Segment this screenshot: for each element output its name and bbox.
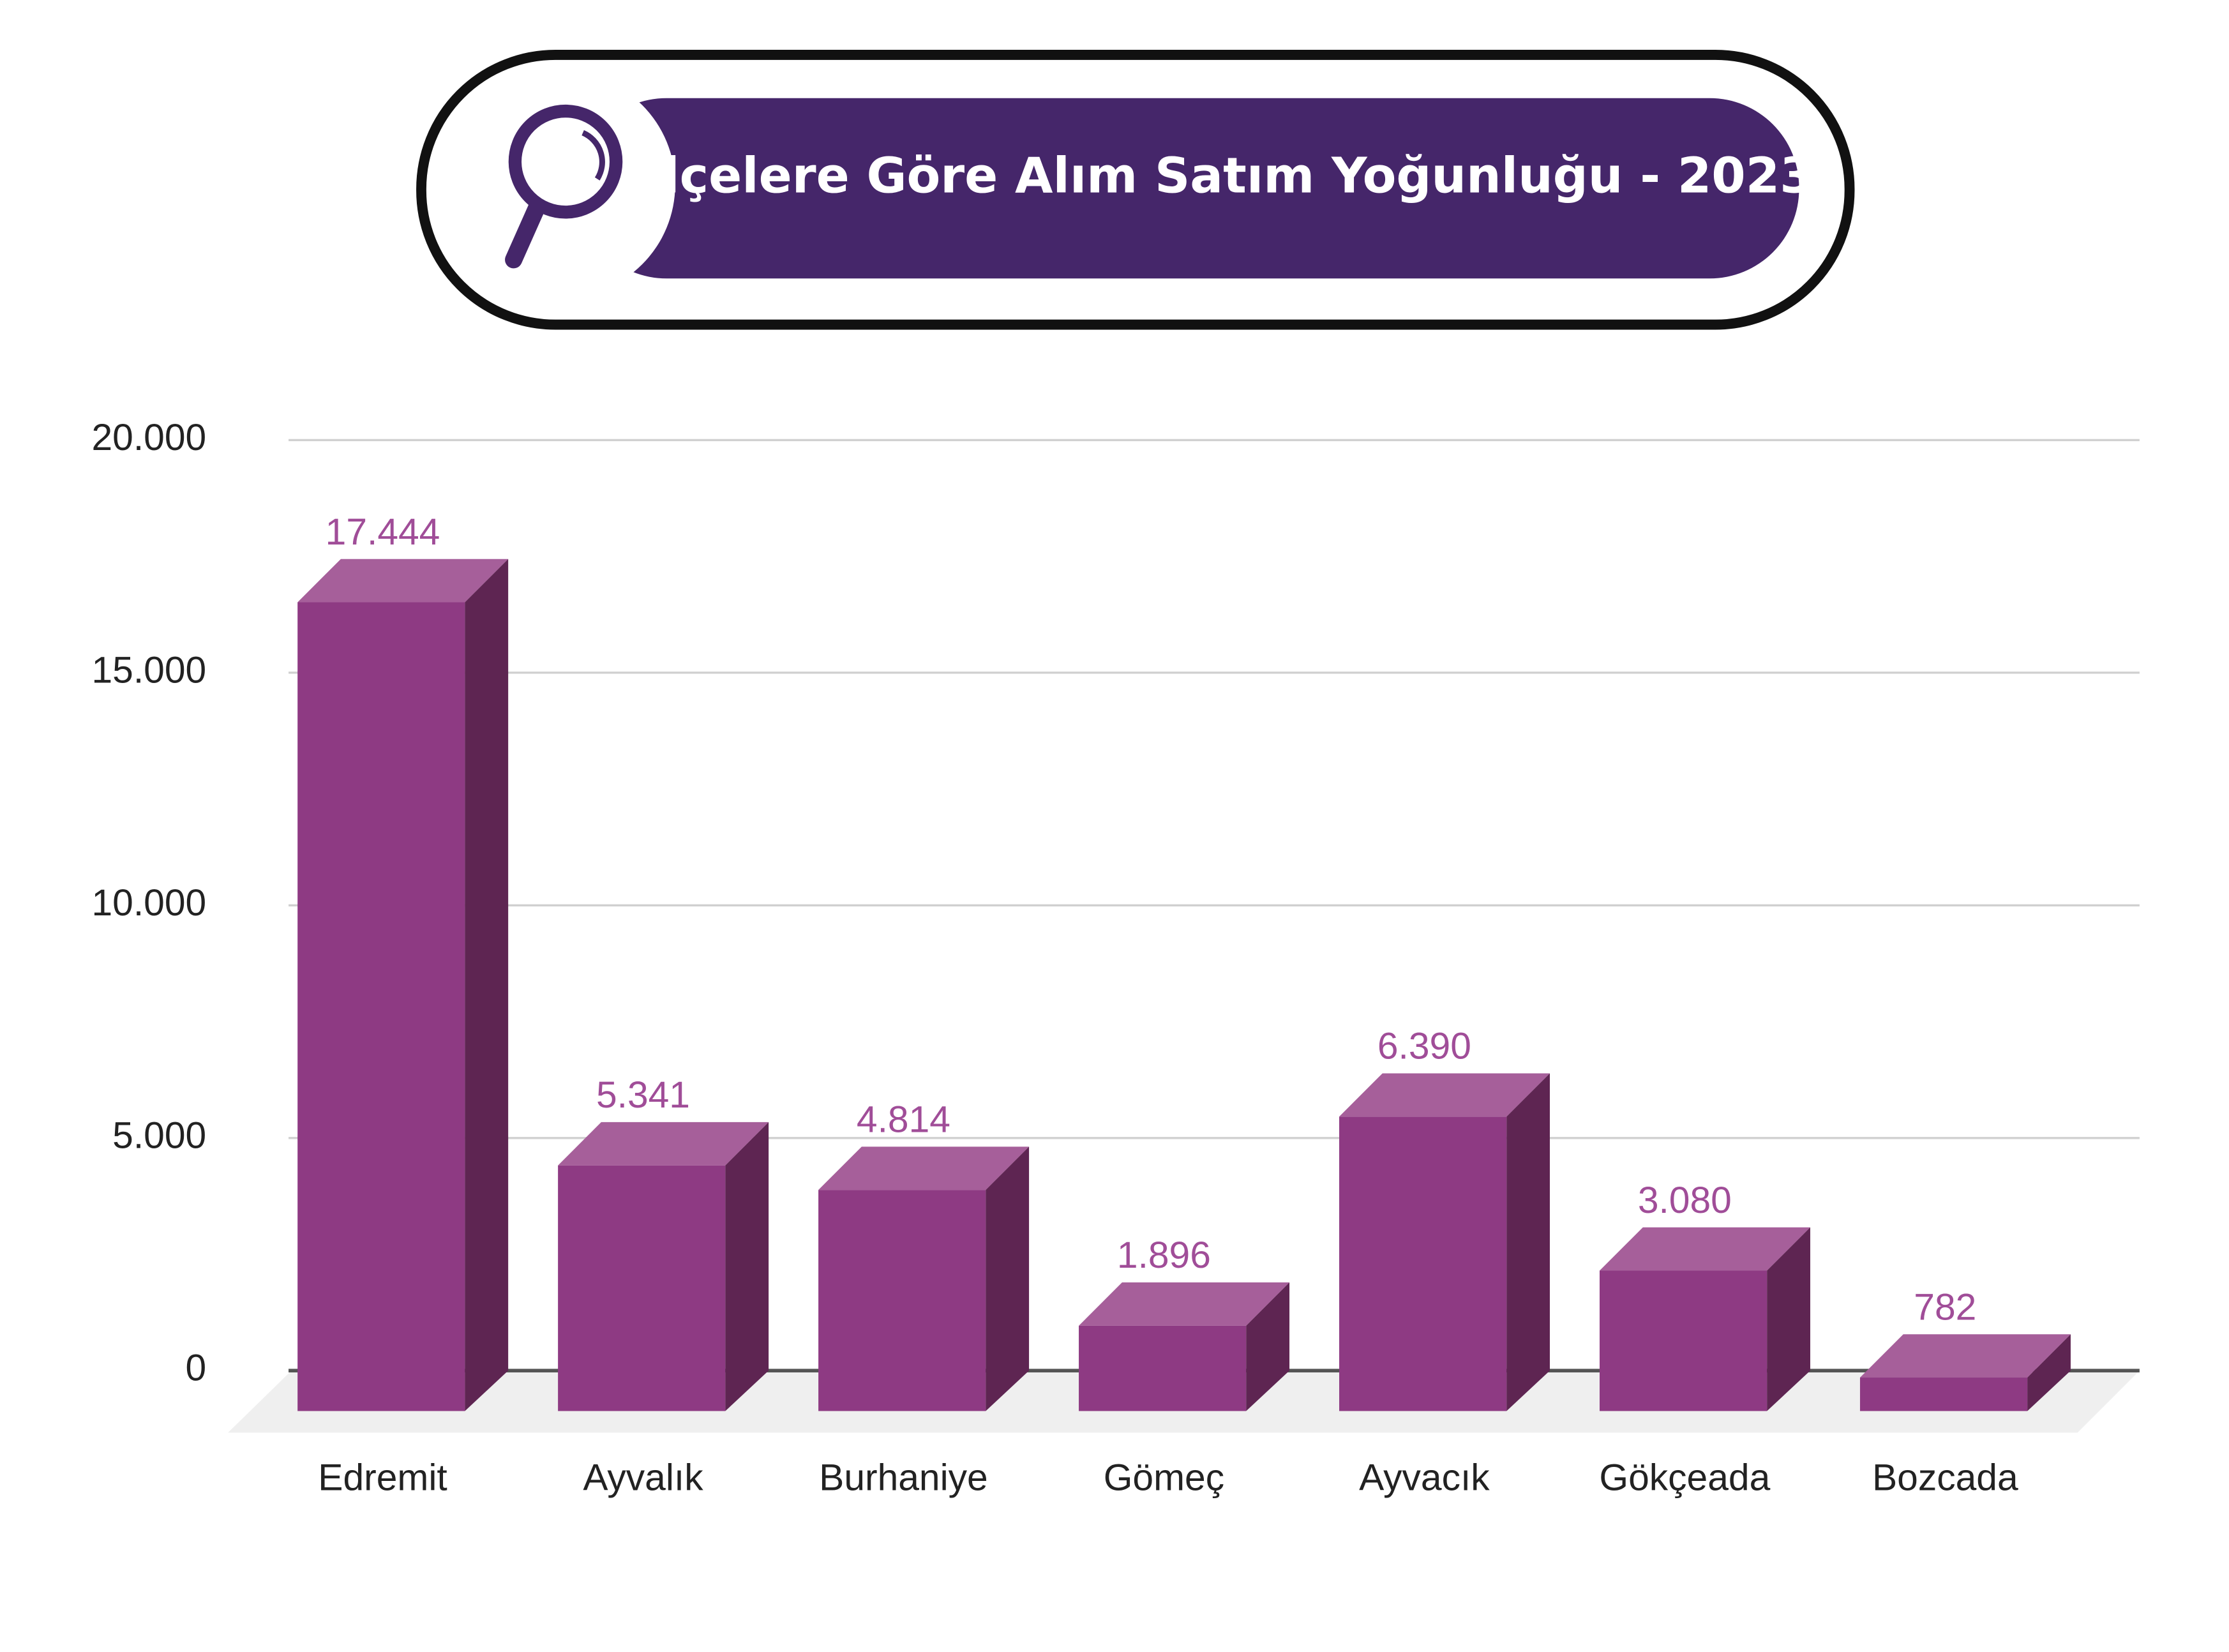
bar-top bbox=[1599, 1227, 1810, 1271]
bar-side bbox=[2027, 1334, 2071, 1411]
x-tick-label: Gömeç bbox=[1104, 1457, 1224, 1499]
bar-side bbox=[986, 1146, 1030, 1411]
bar-front bbox=[297, 602, 465, 1411]
y-tick-label: 15.000 bbox=[92, 649, 207, 691]
value-label: 1.896 bbox=[1117, 1235, 1211, 1276]
bar-front bbox=[1859, 1378, 2028, 1411]
value-label: 3.080 bbox=[1638, 1180, 1732, 1221]
bar-top bbox=[1339, 1073, 1550, 1117]
icon-lens bbox=[508, 104, 623, 219]
x-tick-label: Bozcada bbox=[1872, 1457, 2018, 1499]
bar-top bbox=[297, 559, 509, 603]
value-label: 17.444 bbox=[326, 511, 440, 553]
bar-top bbox=[1079, 1282, 1290, 1326]
icon-backdrop bbox=[450, 72, 675, 297]
chart-title: İlçelere Göre Alım Satım Yoğunluğu - 202… bbox=[645, 146, 1814, 204]
bar-side bbox=[465, 559, 509, 1411]
x-tick-label: Ayvalık bbox=[583, 1457, 703, 1499]
title-banner bbox=[577, 98, 1799, 279]
y-tick-label: 5.000 bbox=[112, 1115, 206, 1156]
value-label: 5.341 bbox=[596, 1074, 690, 1116]
bar-side bbox=[725, 1122, 769, 1411]
value-label: 6.390 bbox=[1377, 1026, 1471, 1067]
x-tick-label: Burhaniye bbox=[819, 1457, 988, 1499]
bar-front bbox=[818, 1190, 986, 1411]
icon-handle bbox=[505, 199, 546, 269]
bar-front bbox=[1339, 1116, 1507, 1411]
bar-top bbox=[558, 1122, 769, 1166]
bar-side bbox=[1506, 1073, 1550, 1411]
bar-front bbox=[1079, 1325, 1247, 1411]
bar-top bbox=[1859, 1334, 2071, 1378]
y-tick-label: 10.000 bbox=[92, 882, 207, 924]
y-tick-label: 0 bbox=[186, 1348, 207, 1389]
x-tick-label: Ayvacık bbox=[1359, 1457, 1490, 1499]
bar-side bbox=[1246, 1282, 1290, 1411]
value-label: 782 bbox=[1914, 1286, 1976, 1328]
x-tick-label: Gökçeada bbox=[1599, 1457, 1770, 1499]
icon-glint bbox=[582, 130, 605, 181]
y-tick-label: 20.000 bbox=[92, 417, 207, 458]
bar-side bbox=[1767, 1227, 1810, 1411]
bar-front bbox=[1599, 1270, 1767, 1411]
x-tick-label: Edremit bbox=[318, 1457, 447, 1499]
bar-front bbox=[558, 1165, 726, 1411]
value-label: 4.814 bbox=[857, 1099, 950, 1140]
bar-top bbox=[818, 1146, 1030, 1190]
